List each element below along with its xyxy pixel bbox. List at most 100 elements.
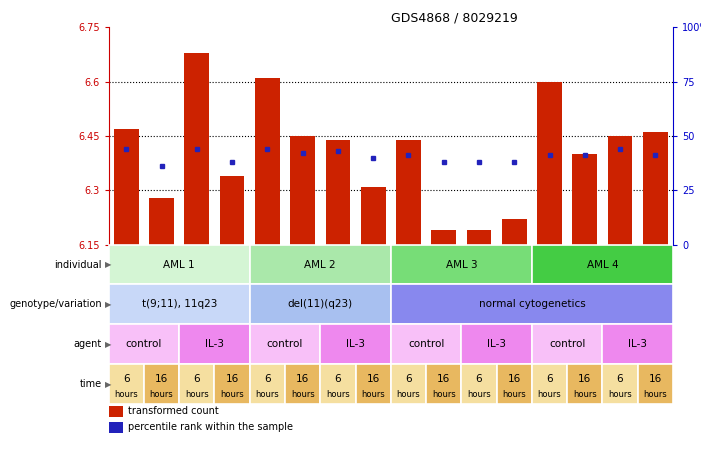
Text: 6: 6 (405, 374, 411, 384)
Bar (320, 324, 391, 364)
Bar (325, 140, 350, 245)
Text: hours: hours (503, 390, 526, 399)
Bar (149, 198, 174, 245)
Bar (602, 364, 638, 404)
Text: 16: 16 (578, 374, 592, 384)
Text: hours: hours (255, 390, 279, 399)
Text: 16: 16 (226, 374, 239, 384)
Text: AML 1: AML 1 (163, 260, 195, 270)
Text: hours: hours (291, 390, 315, 399)
Bar (250, 284, 391, 324)
Text: hours: hours (361, 390, 385, 399)
Bar (391, 324, 461, 364)
Bar (573, 154, 597, 245)
Bar (461, 324, 532, 364)
Bar (567, 364, 602, 404)
Bar (219, 176, 245, 245)
Bar (426, 364, 461, 404)
Text: t(9;11), 11q23: t(9;11), 11q23 (142, 299, 217, 309)
Text: normal cytogenetics: normal cytogenetics (479, 299, 585, 309)
Text: hours: hours (114, 390, 138, 399)
Bar (109, 406, 123, 417)
Text: 16: 16 (648, 374, 662, 384)
Bar (255, 78, 280, 245)
Text: 6: 6 (476, 374, 482, 384)
Text: control: control (125, 339, 162, 349)
Bar (109, 421, 123, 433)
Text: hours: hours (185, 390, 209, 399)
Text: hours: hours (150, 390, 173, 399)
Bar (391, 245, 532, 284)
Bar (250, 245, 391, 284)
Text: 16: 16 (367, 374, 380, 384)
Bar (537, 82, 562, 245)
Bar (467, 230, 491, 245)
Bar (320, 364, 355, 404)
Bar (638, 364, 673, 404)
Bar (250, 324, 320, 364)
Bar (608, 136, 632, 245)
Bar (391, 364, 426, 404)
Bar (431, 230, 456, 245)
Text: control: control (267, 339, 304, 349)
Text: 16: 16 (437, 374, 450, 384)
Text: control: control (549, 339, 585, 349)
Bar (532, 245, 673, 284)
Bar (109, 284, 250, 324)
Text: AML 2: AML 2 (304, 260, 336, 270)
Text: 6: 6 (617, 374, 623, 384)
Text: 16: 16 (508, 374, 521, 384)
Bar (215, 364, 250, 404)
Text: ▶: ▶ (105, 340, 111, 349)
Bar (391, 284, 673, 324)
Text: hours: hours (608, 390, 632, 399)
Text: 6: 6 (264, 374, 271, 384)
Bar (355, 364, 391, 404)
Bar (532, 324, 602, 364)
Bar (109, 364, 144, 404)
Bar (179, 324, 250, 364)
Text: individual: individual (54, 260, 102, 270)
Bar (496, 364, 532, 404)
Text: IL-3: IL-3 (628, 339, 647, 349)
Text: hours: hours (397, 390, 421, 399)
Text: hours: hours (538, 390, 562, 399)
Bar (643, 132, 667, 245)
Bar (114, 129, 139, 245)
Text: hours: hours (573, 390, 597, 399)
Text: hours: hours (644, 390, 667, 399)
Text: 6: 6 (123, 374, 130, 384)
Text: 6: 6 (546, 374, 553, 384)
Text: 6: 6 (334, 374, 341, 384)
Text: control: control (408, 339, 444, 349)
Bar (285, 364, 320, 404)
Text: hours: hours (326, 390, 350, 399)
Bar (602, 324, 673, 364)
Text: ▶: ▶ (105, 260, 111, 269)
Text: percentile rank within the sample: percentile rank within the sample (128, 422, 294, 432)
Bar (502, 219, 526, 245)
Text: hours: hours (220, 390, 244, 399)
Bar (250, 364, 285, 404)
Bar (109, 324, 179, 364)
Text: 16: 16 (296, 374, 309, 384)
Text: agent: agent (74, 339, 102, 349)
Bar (179, 364, 215, 404)
Bar (461, 364, 496, 404)
Bar (532, 364, 567, 404)
Text: hours: hours (467, 390, 491, 399)
Bar (184, 53, 209, 245)
Bar (144, 364, 179, 404)
Bar (290, 136, 315, 245)
Text: GDS4868 / 8029219: GDS4868 / 8029219 (391, 12, 517, 24)
Text: genotype/variation: genotype/variation (9, 299, 102, 309)
Text: ▶: ▶ (105, 380, 111, 389)
Text: IL-3: IL-3 (487, 339, 506, 349)
Bar (361, 187, 386, 245)
Text: time: time (79, 379, 102, 389)
Text: AML 3: AML 3 (446, 260, 477, 270)
Text: hours: hours (432, 390, 456, 399)
Text: IL-3: IL-3 (346, 339, 365, 349)
Text: transformed count: transformed count (128, 406, 219, 416)
Text: 6: 6 (193, 374, 200, 384)
